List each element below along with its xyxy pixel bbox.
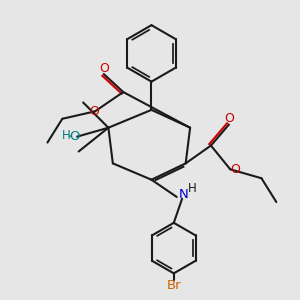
- Text: O: O: [69, 130, 80, 143]
- Text: O: O: [99, 62, 109, 75]
- Text: O: O: [224, 112, 234, 125]
- Text: Br: Br: [167, 279, 181, 292]
- Text: N: N: [178, 188, 188, 201]
- Text: H: H: [61, 129, 70, 142]
- Text: O: O: [89, 105, 99, 118]
- Text: H: H: [188, 182, 197, 195]
- Text: O: O: [231, 163, 241, 176]
